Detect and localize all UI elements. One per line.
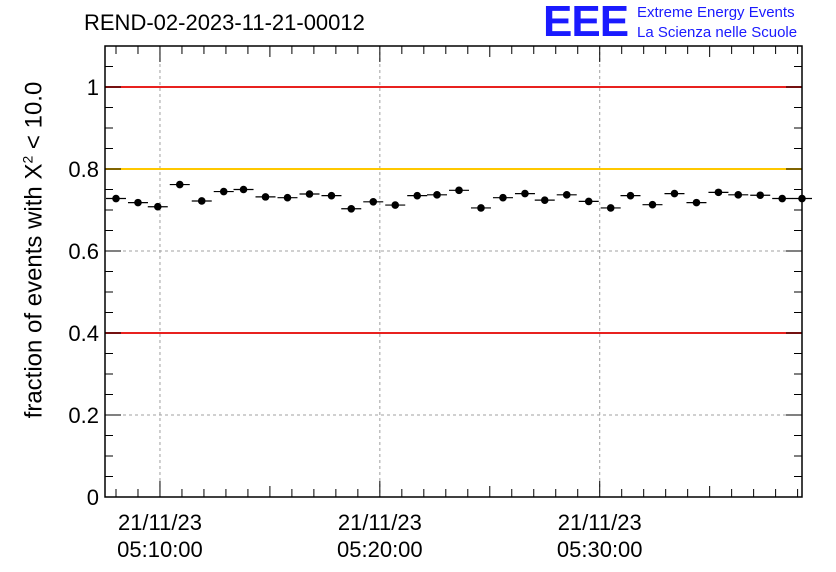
data-point [778,194,787,203]
data-point [175,180,184,189]
data-point [261,193,270,201]
data-points [105,180,812,213]
data-point [670,189,679,198]
y-tick-label: 0.8 [68,157,99,182]
data-point [606,204,615,212]
grid [105,46,802,497]
data-point [283,193,292,202]
data-point [413,191,422,200]
data-point [648,200,657,209]
data-point [391,201,400,209]
x-ticks: 21/11/2305:10:0021/11/2305:20:0021/11/23… [115,46,799,562]
chart-title: REND-02-2023-11-21-00012 [84,10,365,35]
data-point [692,198,701,207]
x-tick-label-date: 21/11/23 [558,510,642,535]
y-tick-label: 0.6 [68,239,99,264]
data-point [239,185,248,194]
y-axis-label-main: fraction of events with X [20,163,48,419]
data-point [584,197,593,206]
data-point [521,189,529,198]
data-point [153,202,162,211]
x-tick-label-time: 05:30:00 [557,537,643,562]
eee-logo: EEE [543,0,629,46]
logo-line-2: La Scienza nelle Scuole [637,24,798,41]
y-tick-label: 0.4 [68,321,99,346]
data-point [734,191,743,199]
data-point [477,204,485,212]
reference-lines [105,86,802,334]
data-point [197,197,206,205]
data-point [626,191,635,200]
data-point [369,198,378,206]
x-tick-label-time: 05:20:00 [337,537,423,562]
data-point [540,196,549,204]
data-point [455,186,463,195]
data-point [756,191,765,200]
data-point [219,187,228,196]
x-tick-label-time: 05:10:00 [117,537,203,562]
data-point [134,198,142,207]
plot-frame [104,45,803,498]
data-point [433,191,441,199]
data-point [499,193,507,202]
data-point [112,194,120,203]
data-point [327,191,336,200]
x-tick-label-date: 21/11/23 [338,510,422,535]
y-tick-label: 0 [87,485,99,510]
y-tick-label: 0.2 [68,403,99,428]
data-point [305,190,314,198]
x-tick-label-date: 21/11/23 [118,510,202,535]
y-tick-label: 1 [87,75,99,100]
y-axis-label: fraction of events with X2 < 10.0 [20,82,49,419]
y-axis-label-tail: < 10.0 [20,81,48,156]
logo-line-1: Extreme Energy Events [637,4,795,21]
data-point [714,188,723,197]
y-axis-label-sup: 2 [19,155,36,164]
y-ticks: 0 0.2 0.4 0.6 0.8 1 [68,66,802,510]
data-point [562,191,571,199]
data-point [347,204,356,213]
